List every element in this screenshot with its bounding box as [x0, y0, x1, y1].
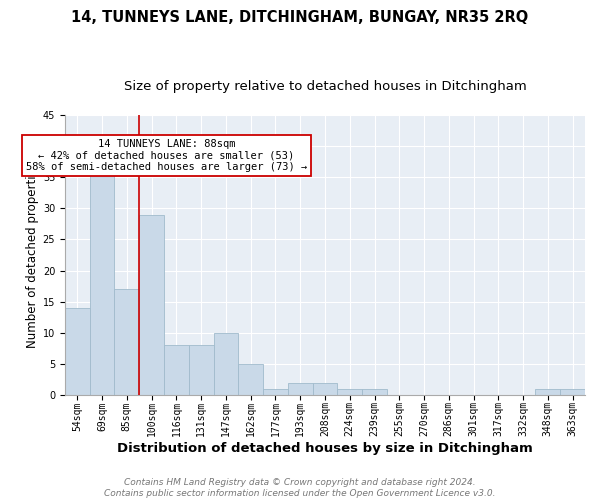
Bar [139, 214, 164, 395]
Bar [535, 388, 560, 395]
Bar [560, 388, 585, 395]
Bar [214, 332, 238, 395]
Bar [115, 289, 139, 395]
Bar [288, 382, 313, 395]
Bar [65, 308, 90, 395]
Bar [238, 364, 263, 395]
Bar [90, 165, 115, 395]
Text: 14, TUNNEYS LANE, DITCHINGHAM, BUNGAY, NR35 2RQ: 14, TUNNEYS LANE, DITCHINGHAM, BUNGAY, N… [71, 10, 529, 25]
Text: 14 TUNNEYS LANE: 88sqm
← 42% of detached houses are smaller (53)
58% of semi-det: 14 TUNNEYS LANE: 88sqm ← 42% of detached… [26, 139, 307, 172]
X-axis label: Distribution of detached houses by size in Ditchingham: Distribution of detached houses by size … [117, 442, 533, 455]
Title: Size of property relative to detached houses in Ditchingham: Size of property relative to detached ho… [124, 80, 526, 93]
Y-axis label: Number of detached properties: Number of detached properties [26, 162, 38, 348]
Bar [189, 345, 214, 395]
Bar [337, 388, 362, 395]
Bar [263, 388, 288, 395]
Bar [362, 388, 387, 395]
Bar [164, 345, 189, 395]
Bar [313, 382, 337, 395]
Text: Contains HM Land Registry data © Crown copyright and database right 2024.
Contai: Contains HM Land Registry data © Crown c… [104, 478, 496, 498]
